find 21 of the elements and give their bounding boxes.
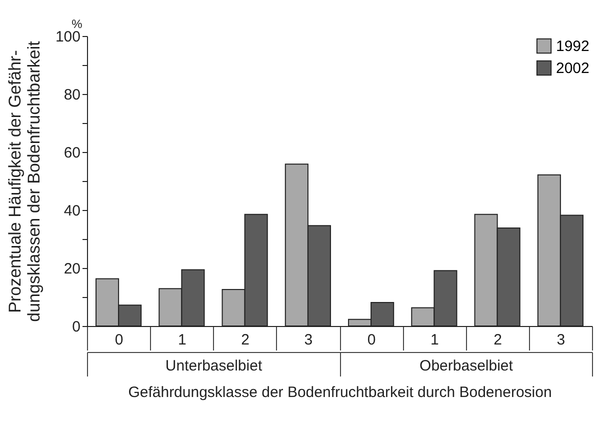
y-tick-label: 0: [72, 318, 80, 336]
legend-label: 1992: [556, 38, 590, 55]
x-tick-label: 2: [494, 332, 502, 348]
y-tick-label: 80: [64, 86, 80, 104]
text: Oberbaselbiet: [420, 358, 514, 374]
x-tick-label: 3: [304, 332, 313, 348]
y-tick-label: 40: [64, 202, 80, 220]
y-tick-label: 100: [55, 28, 80, 46]
text: %: [72, 17, 83, 31]
y-axis-title: Prozentuale Häufigkeit der Gefähr- dungsklassen der Bodenfruchtbarkeit: [5, 40, 44, 322]
x-tick-label: 1: [430, 332, 439, 348]
x-tick-label: 0: [114, 332, 124, 348]
x-tick-label: 0: [367, 332, 376, 348]
x-axis-title: Gefährdungsklasse der Bodenfruchtbarkeit durch Bodenerosion: [128, 384, 552, 401]
y-tick-label: 60: [64, 144, 80, 162]
x-tick-label: 2: [241, 332, 250, 348]
text: Unterbaselbiet: [165, 358, 263, 374]
y-tick-label: 20: [64, 260, 80, 278]
x-tick-label: 3: [556, 332, 566, 348]
x-tick-label: 1: [178, 332, 186, 348]
legend-label: 2002: [556, 60, 590, 77]
